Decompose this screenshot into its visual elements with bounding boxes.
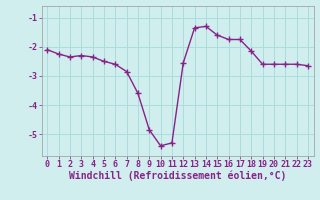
X-axis label: Windchill (Refroidissement éolien,°C): Windchill (Refroidissement éolien,°C) (69, 171, 286, 181)
